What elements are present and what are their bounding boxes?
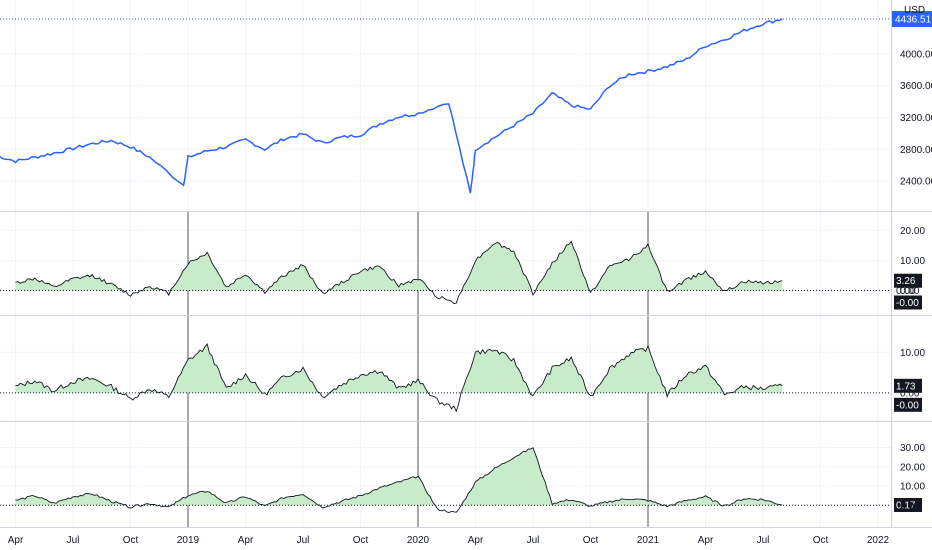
oscillator-line bbox=[15, 447, 783, 513]
x-tick-label: Oct bbox=[353, 535, 369, 546]
value-badge bbox=[894, 273, 922, 288]
y-tick-label: 0.00 bbox=[900, 286, 920, 297]
y-tick-label: 3600.00 bbox=[900, 81, 932, 92]
value-badge bbox=[894, 295, 922, 310]
y-tick-label: 0.00 bbox=[900, 501, 920, 512]
value-badge-text: 0.00 bbox=[896, 286, 916, 297]
y-tick-label: 10.00 bbox=[900, 348, 925, 359]
x-tick-label: Jul bbox=[527, 535, 540, 546]
pane-dividers[interactable] bbox=[0, 0, 932, 528]
time-axis[interactable]: Apr Jul Oct 2019 Apr Jul Oct 2020 Apr Jul Oct 2021 A… bbox=[8, 535, 890, 546]
value-badge-text: 3.26 bbox=[896, 276, 916, 287]
price-badge-text: 4436.51 bbox=[895, 15, 932, 26]
y-tick-label: 2400.00 bbox=[900, 177, 932, 188]
y-tick-label: 10.00 bbox=[900, 482, 925, 493]
value-badge-text: -0.00 bbox=[896, 400, 919, 411]
price-badge bbox=[892, 11, 932, 28]
pane-oscillator-2[interactable]: 1.73 -0.00 bbox=[0, 343, 922, 413]
x-tick-label: Apr bbox=[8, 535, 24, 546]
x-tick-label: Jul bbox=[757, 535, 770, 546]
oscillator-area bbox=[15, 447, 783, 506]
value-badge-text: 0.17 bbox=[896, 500, 916, 511]
x-tick-label: Oct bbox=[583, 535, 599, 546]
x-tick-label: Apr bbox=[468, 535, 484, 546]
y-tick-label: 3200.00 bbox=[900, 113, 932, 124]
pane-oscillator-1[interactable]: 3.260.00-0.00 bbox=[0, 240, 922, 310]
pane-price[interactable]: 4436.51 bbox=[0, 11, 932, 194]
x-tick-label: Jul bbox=[67, 535, 80, 546]
x-tick-label: Apr bbox=[238, 535, 254, 546]
oscillator-line bbox=[15, 343, 783, 413]
price-series-line bbox=[0, 18, 783, 194]
oscillator-line bbox=[15, 240, 783, 304]
value-badge bbox=[894, 497, 922, 512]
price-axis[interactable]: USD 4000.00 3600.00 3200.00 2800.00 2400.00 2… bbox=[900, 5, 932, 512]
value-badge bbox=[894, 378, 922, 393]
pane-oscillator-3[interactable]: 0.17 bbox=[0, 447, 922, 513]
value-badge-text: 1.73 bbox=[896, 381, 916, 392]
x-tick-label: 2022 bbox=[867, 535, 890, 546]
x-tick-label: Oct bbox=[123, 535, 139, 546]
x-tick-label: 2020 bbox=[407, 535, 430, 546]
x-tick-label: Apr bbox=[698, 535, 714, 546]
value-badge-text: -0.00 bbox=[896, 298, 919, 309]
x-tick-label: Oct bbox=[813, 535, 829, 546]
y-tick-label: 20.00 bbox=[900, 226, 925, 237]
y-tick-label: 4000.00 bbox=[900, 49, 932, 60]
y-tick-label: 0.00 bbox=[900, 388, 920, 399]
oscillator-area bbox=[15, 344, 783, 393]
x-tick-label: Jul bbox=[297, 535, 310, 546]
currency-label: USD bbox=[904, 5, 925, 16]
y-tick-label: 2800.00 bbox=[900, 145, 932, 156]
y-tick-label: 30.00 bbox=[900, 443, 925, 454]
x-tick-label: 2019 bbox=[177, 535, 200, 546]
value-badge bbox=[894, 397, 922, 412]
x-tick-label: 2021 bbox=[637, 535, 660, 546]
y-tick-label: 20.00 bbox=[900, 462, 925, 473]
y-tick-label: 10.00 bbox=[900, 256, 925, 267]
grid-layer bbox=[0, 0, 891, 527]
oscillator-area bbox=[15, 241, 783, 291]
